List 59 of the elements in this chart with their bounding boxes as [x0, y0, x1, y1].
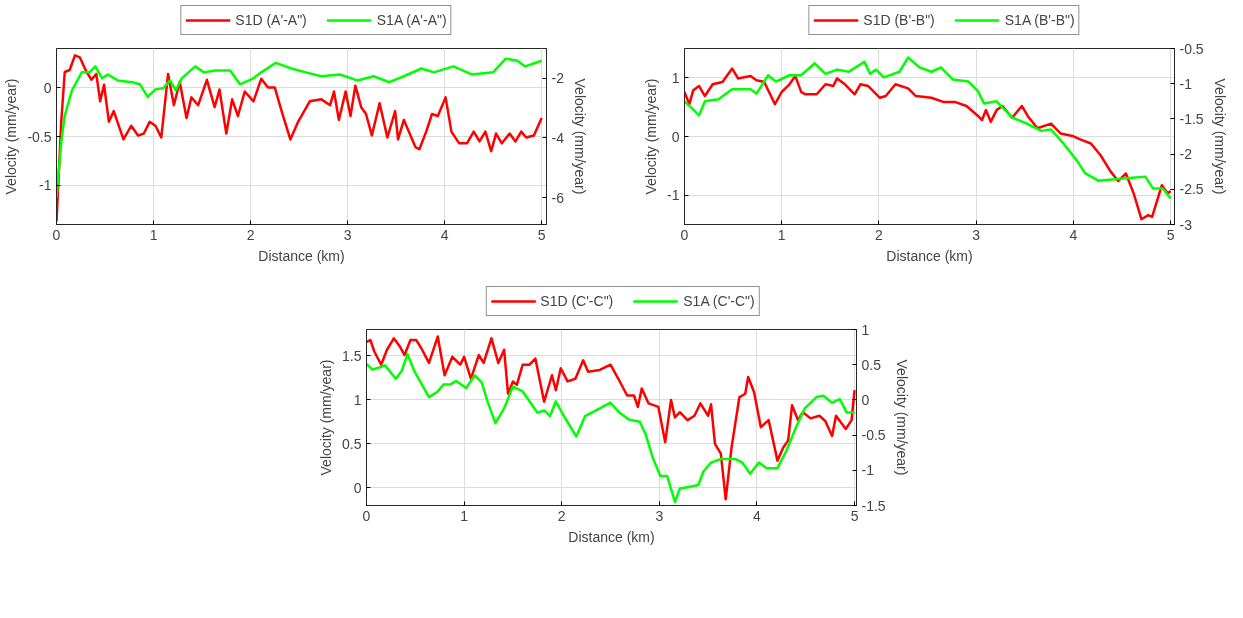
- x-tick-label: 5: [537, 226, 546, 243]
- legend-label: S1A (B'-B"): [1004, 12, 1075, 28]
- x-tick-label: 4: [1069, 226, 1078, 243]
- y2-tick-label: -3: [1179, 216, 1193, 233]
- x-tick-label: 3: [972, 226, 981, 243]
- y-tick-label: 0: [353, 479, 362, 496]
- y2-tick-label: -1.5: [1179, 110, 1204, 127]
- line-series: [684, 56, 1172, 200]
- y-tick-label: -1: [667, 187, 680, 204]
- x-tick-label: 4: [753, 507, 762, 524]
- x-tick-label: 3: [343, 226, 352, 243]
- x-tick-label: 2: [557, 507, 566, 524]
- y2-tick-label: 1: [861, 321, 870, 338]
- line-series: [56, 54, 543, 223]
- legend-label: S1A (A'-A"): [376, 12, 447, 28]
- x-tick-label: 3: [655, 507, 664, 524]
- legend-label: S1A (C'-C"): [683, 293, 755, 309]
- y-tick-label: -0.5: [27, 128, 52, 145]
- y2-axis-title: Velocity (mm/year): [893, 359, 910, 476]
- y-tick-label: 1: [671, 69, 680, 86]
- x-axis-title: Distance (km): [886, 247, 973, 264]
- y2-tick-label: -0.5: [1179, 40, 1204, 57]
- y2-tick-label: -1.5: [861, 497, 886, 514]
- y-tick-label: -1: [39, 177, 52, 194]
- y-tick-label: 0: [671, 128, 680, 145]
- x-axis-title: Distance (km): [568, 528, 655, 545]
- y-tick-label: 0: [43, 79, 52, 96]
- y2-tick-label: -2: [551, 70, 565, 87]
- y2-tick-label: -4: [551, 129, 565, 146]
- y2-tick-label: -1: [1179, 75, 1193, 92]
- x-tick-label: 5: [1166, 226, 1175, 243]
- x-tick-label: 5: [850, 507, 859, 524]
- x-tick-label: 2: [875, 226, 884, 243]
- x-tick-label: 4: [440, 226, 449, 243]
- x-tick-label: 1: [149, 226, 158, 243]
- legend-label: S1D (B'-B"): [863, 12, 935, 28]
- x-tick-label: 1: [777, 226, 786, 243]
- y2-axis-title: Velocity (mm/year): [1211, 78, 1228, 195]
- y-axis-title: Velocity (mm/year): [3, 78, 20, 195]
- y-axis-title: Velocity (mm/year): [318, 359, 335, 476]
- y2-tick-label: -0.5: [861, 427, 886, 444]
- y2-tick-label: -1: [861, 462, 875, 479]
- y2-tick-label: -6: [551, 189, 565, 206]
- y-tick-label: 0.5: [342, 435, 362, 452]
- y-tick-label: 1.5: [342, 347, 362, 364]
- line-series: [684, 67, 1172, 221]
- x-tick-label: 2: [246, 226, 255, 243]
- legend-label: S1D (C'-C"): [540, 293, 614, 309]
- y2-tick-label: 0.5: [861, 356, 882, 373]
- x-axis-title: Distance (km): [258, 247, 345, 264]
- y-tick-label: 1: [353, 391, 362, 408]
- y2-tick-label: -2.5: [1179, 181, 1204, 198]
- y2-tick-label: 0: [861, 391, 870, 408]
- y-axis-title: Velocity (mm/year): [643, 78, 660, 195]
- x-tick-label: 1: [460, 507, 469, 524]
- line-series: [56, 57, 543, 199]
- legend-label: S1D (A'-A"): [235, 12, 307, 28]
- y2-axis-title: Velocity (mm/year): [571, 78, 588, 195]
- y2-tick-label: -2: [1179, 146, 1193, 163]
